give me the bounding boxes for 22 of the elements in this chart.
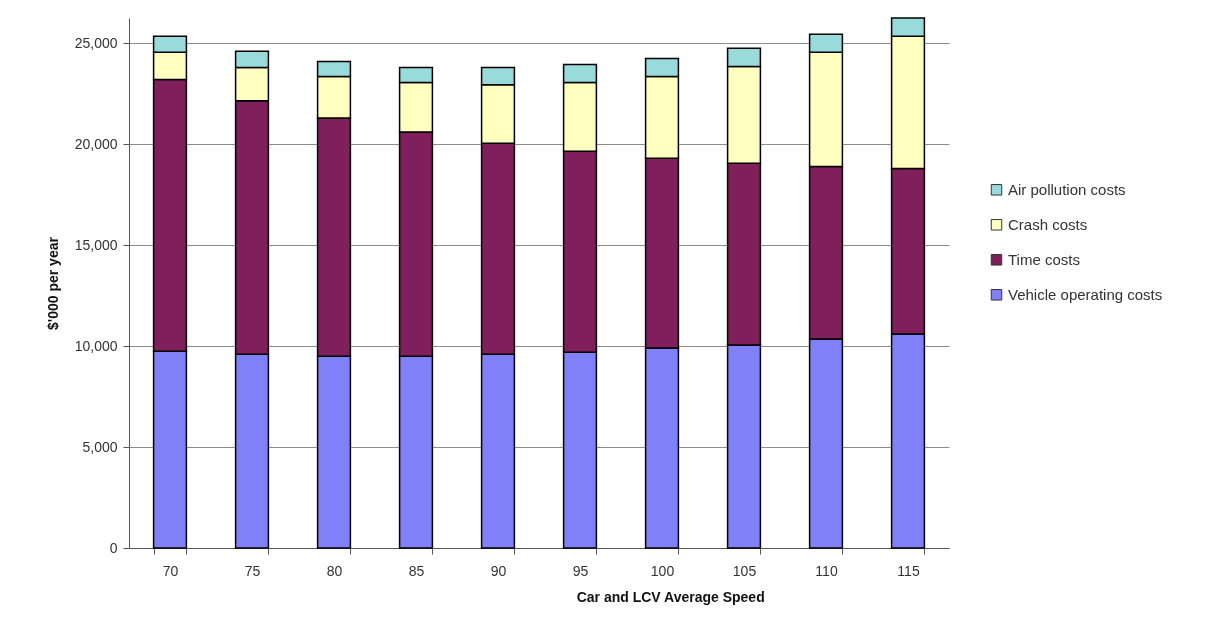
x-axis-title: Car and LCV Average Speed — [576, 588, 765, 605]
x-tick-label: 80 — [326, 562, 343, 579]
x-tick-label: 70 — [162, 562, 179, 579]
y-tick-label: 20,000 — [74, 135, 118, 152]
x-tick-label: 100 — [650, 562, 675, 579]
y-tick-label: 10,000 — [74, 337, 118, 354]
legend-label: Vehicle operating costs — [1008, 285, 1163, 303]
legend-label: Crash costs — [1008, 215, 1088, 233]
y-axis-title: $'000 per year — [44, 236, 61, 330]
x-tick-label: 105 — [732, 562, 757, 579]
y-tick-label: 0 — [109, 539, 118, 556]
legend-label: Air pollution costs — [1008, 180, 1126, 198]
legend-label: Time costs — [1008, 250, 1080, 268]
y-tick-label: 25,000 — [74, 34, 118, 51]
y-tick-label: 5,000 — [82, 438, 118, 455]
y-tick-label: 15,000 — [74, 236, 118, 253]
x-tick-label: 110 — [815, 562, 838, 579]
x-tick-label: 75 — [244, 562, 261, 579]
x-tick-label: 90 — [490, 562, 507, 579]
x-tick-label: 115 — [897, 562, 920, 579]
x-tick-label: 95 — [572, 562, 589, 579]
x-tick-label: 85 — [408, 562, 425, 579]
